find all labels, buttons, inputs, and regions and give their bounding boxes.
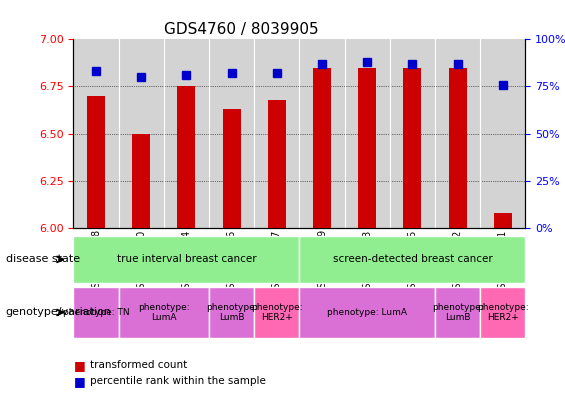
Text: GDS4760 / 8039905: GDS4760 / 8039905 [164,22,319,37]
Bar [449,68,467,228]
Text: phenotype: TN: phenotype: TN [63,308,129,317]
Text: ■: ■ [73,375,85,388]
Text: screen-detected breast cancer: screen-detected breast cancer [333,254,492,264]
Text: phenotype: LumA: phenotype: LumA [327,308,407,317]
Text: percentile rank within the sample: percentile rank within the sample [90,376,266,386]
Text: disease state: disease state [6,254,80,264]
Bar [403,68,421,228]
Bar [177,86,195,228]
Text: phenotype:
LumA: phenotype: LumA [138,303,190,322]
Text: phenotype:
HER2+: phenotype: HER2+ [477,303,529,322]
Text: phenotype:
LumB: phenotype: LumB [206,303,258,322]
Bar [313,68,331,228]
Bar [358,68,376,228]
Bar [494,213,512,228]
Text: phenotype:
LumB: phenotype: LumB [432,303,484,322]
Bar [223,109,241,228]
Bar [132,134,150,228]
Bar [268,100,286,228]
Text: phenotype:
HER2+: phenotype: HER2+ [251,303,303,322]
Text: ■: ■ [73,359,85,372]
Text: true interval breast cancer: true interval breast cancer [116,254,257,264]
Bar [87,96,105,228]
Text: genotype/variation: genotype/variation [6,307,112,318]
Text: transformed count: transformed count [90,360,188,371]
